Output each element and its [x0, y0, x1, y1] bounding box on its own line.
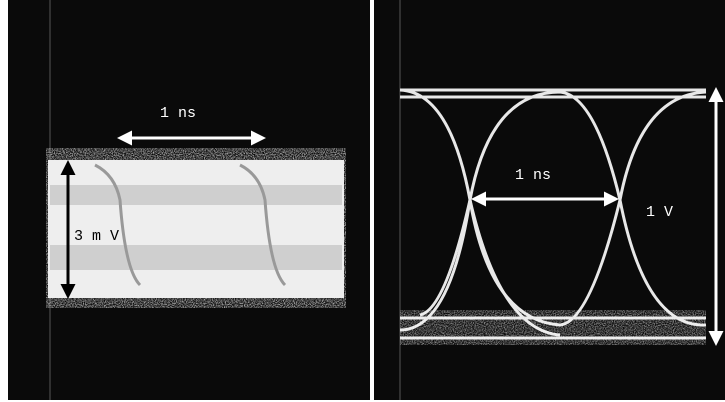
time-label: 1 ns — [160, 105, 196, 122]
amplitude-label: 1 V — [646, 204, 673, 221]
amplitude-label: 3 m V — [74, 228, 119, 245]
time-label: 1 ns — [515, 167, 551, 184]
left-panel: 1 ns 3 m V — [8, 0, 370, 400]
figure: 1 ns 3 m V 1 ns 1 V — [0, 0, 725, 402]
right-panel: 1 ns 1 V — [374, 0, 725, 400]
